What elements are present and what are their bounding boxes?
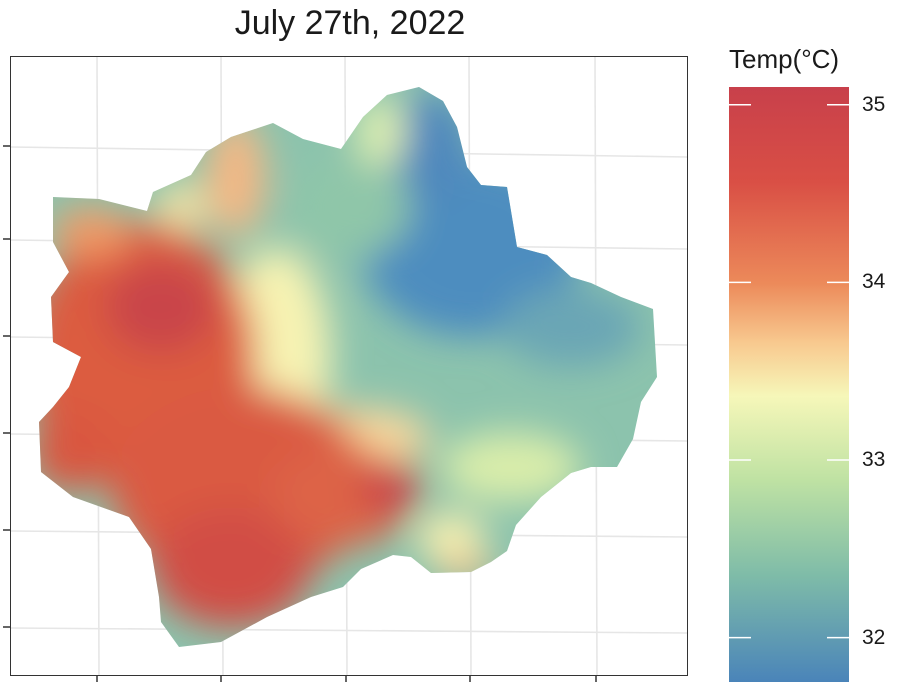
colorbar-ticks [729,104,849,639]
legend-break-label: 34 [862,270,886,294]
legend-break-label: 35 [862,92,886,116]
legend-break-label: 33 [862,447,886,471]
y-axis-ticks [3,145,10,628]
legend-break-label: 32 [862,625,886,649]
x-axis-ticks [96,675,597,682]
map-svg [11,57,687,675]
temperature-field [39,87,657,647]
colorbar [729,87,849,682]
legend-title: Temp(°C) [729,44,840,74]
map-title: July 27th, 2022 [234,4,466,42]
map-panel [10,56,688,676]
